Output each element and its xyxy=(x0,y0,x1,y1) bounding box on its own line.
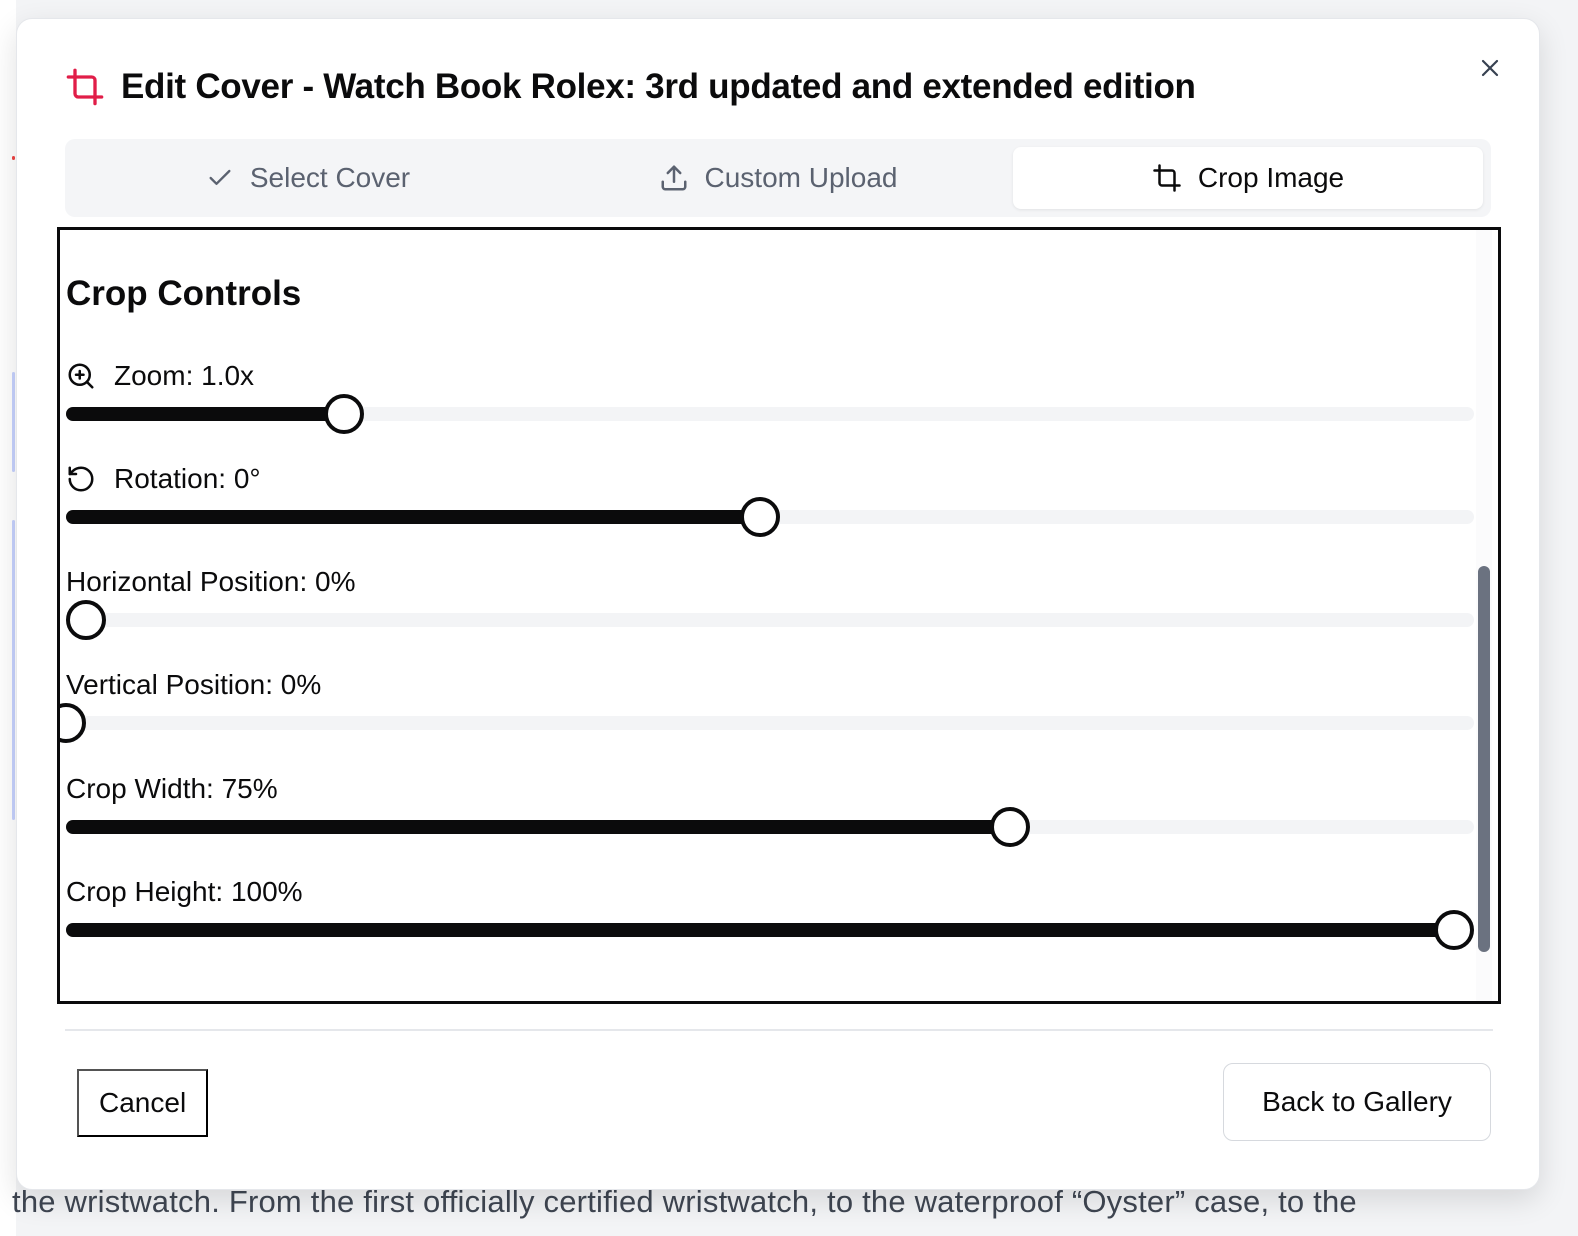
background-page xyxy=(0,0,16,1236)
rotate-icon xyxy=(68,466,94,492)
tab-list: Select Cover Custom Upload Crop Image xyxy=(65,139,1491,217)
zoom-slider-fill xyxy=(66,407,344,421)
panel-scrollbar-thumb[interactable] xyxy=(1478,566,1490,952)
crop-controls-title: Crop Controls xyxy=(66,274,302,313)
rotation-slider[interactable] xyxy=(66,497,1474,537)
crop-width-label: Crop Width: 75% xyxy=(66,773,278,804)
zoom-slider-thumb[interactable] xyxy=(324,394,364,434)
tab-label: Crop Image xyxy=(1197,162,1345,193)
background-mark xyxy=(12,520,15,820)
horizontal-position-control: Horizontal Position: 0% xyxy=(66,564,1474,656)
rotation-control: Rotation: 0° xyxy=(66,461,1474,553)
vertical-position-slider[interactable] xyxy=(60,703,1474,743)
background-mark xyxy=(12,372,15,472)
tab-label: Select Cover xyxy=(249,162,411,193)
crop-width-slider-thumb[interactable] xyxy=(990,807,1030,847)
close-icon xyxy=(1481,59,1499,77)
crop-width-slider[interactable] xyxy=(66,807,1474,847)
edit-cover-dialog: Edit Cover - Watch Book Rolex: 3rd updat… xyxy=(16,18,1540,1190)
tab-custom-upload[interactable]: Custom Upload xyxy=(543,147,1013,209)
check-icon xyxy=(209,169,231,185)
crop-icon xyxy=(66,68,104,106)
crop-controls-panel[interactable]: Crop Controls Zoom: 1.0x xyxy=(57,227,1501,1004)
horizontal-position-slider-thumb[interactable] xyxy=(66,600,106,640)
zoom-label: Zoom: 1.0x xyxy=(114,360,255,391)
crop-width-slider-fill xyxy=(66,820,1010,834)
panel-scrollbar[interactable] xyxy=(1476,230,1492,1001)
tab-select-cover[interactable]: Select Cover xyxy=(73,147,543,209)
horizontal-position-label: Horizontal Position: 0% xyxy=(66,566,356,597)
zoom-label-row: Zoom: 1.0x xyxy=(66,358,254,394)
close-button[interactable] xyxy=(1473,51,1507,85)
vertical-position-label: Vertical Position: 0% xyxy=(66,669,322,700)
rotation-slider-thumb[interactable] xyxy=(740,497,780,537)
upload-icon xyxy=(661,165,686,191)
vertical-position-slider-thumb[interactable] xyxy=(60,703,86,743)
zoom-control: Zoom: 1.0x xyxy=(66,358,1474,450)
tab-label: Custom Upload xyxy=(704,162,898,193)
rotation-slider-fill xyxy=(66,510,760,524)
rotation-label: Rotation: 0° xyxy=(114,463,261,494)
crop-height-slider-fill xyxy=(66,923,1454,937)
crop-icon xyxy=(1153,164,1181,192)
back-to-gallery-button[interactable]: Back to Gallery xyxy=(1223,1063,1491,1141)
footer-divider xyxy=(65,1029,1493,1031)
crop-height-slider-thumb[interactable] xyxy=(1434,910,1474,950)
cancel-button[interactable]: Cancel xyxy=(77,1069,209,1137)
crop-height-slider[interactable] xyxy=(66,910,1474,950)
zoom-in-icon xyxy=(68,363,94,389)
background-mark xyxy=(12,156,15,160)
horizontal-position-slider[interactable] xyxy=(66,600,1474,640)
tab-crop-image[interactable]: Crop Image xyxy=(1013,147,1483,209)
crop-height-label: Crop Height: 100% xyxy=(66,876,303,907)
zoom-slider[interactable] xyxy=(66,394,1474,434)
dialog-title: Edit Cover - Watch Book Rolex: 3rd updat… xyxy=(121,67,1196,106)
crop-height-control: Crop Height: 100% xyxy=(66,874,1474,966)
crop-width-control: Crop Width: 75% xyxy=(66,771,1474,863)
vertical-position-control: Vertical Position: 0% xyxy=(60,667,1474,759)
dialog-header: Edit Cover - Watch Book Rolex: 3rd updat… xyxy=(65,67,1196,107)
rotation-label-row: Rotation: 0° xyxy=(66,461,261,497)
